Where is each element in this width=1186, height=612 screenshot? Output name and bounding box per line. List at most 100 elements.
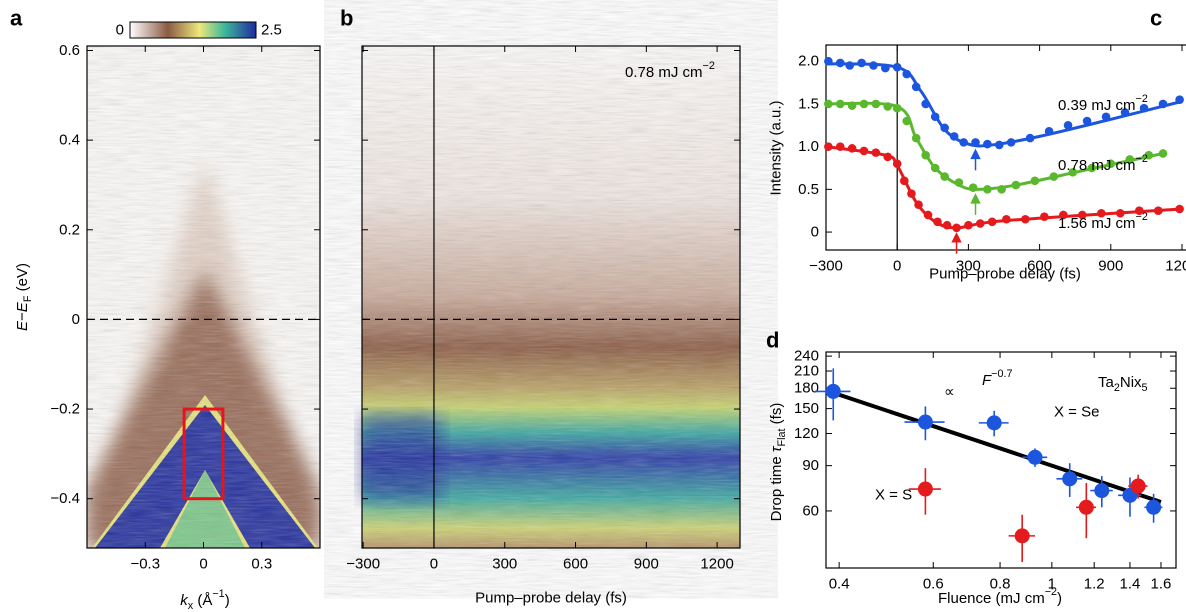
x-tick-label: 1200 [700, 556, 733, 573]
text-part: −2 [1045, 586, 1057, 598]
highlight-box [182, 407, 225, 501]
text-part: −2 [1136, 153, 1148, 165]
panel-label: a [10, 6, 23, 31]
colorbar-tick-label: 0 [116, 22, 124, 39]
x-axis-label: Fluence (mJ cm−2) [938, 586, 1062, 607]
y-axis-label: Drop time τFlat (fs) [768, 403, 789, 522]
x-tick-label: 1.4 [1120, 576, 1141, 593]
y-tick-label: 210 [794, 363, 819, 380]
x-axis-label: kx (Å−1) [180, 588, 229, 612]
fit-line [825, 101, 1164, 191]
y-tick-label: 180 [794, 380, 819, 397]
fluence-annotation: 0.78 mJ cm−2 [625, 60, 715, 81]
data-point [1146, 499, 1162, 515]
x-tick-label: 0 [430, 556, 438, 573]
text-part: Fluence (mJ cm [938, 590, 1045, 607]
x-axis-label: Pump–probe delay (fs) [475, 590, 627, 607]
text-part: x [188, 600, 194, 612]
y-tick-label: 0.5 [798, 181, 819, 198]
fit-line [825, 62, 1183, 148]
data-point [1078, 499, 1094, 515]
annotation: F−0.7 [982, 368, 1013, 389]
x-tick-label: 0.8 [990, 576, 1011, 593]
minimum-arrow [951, 232, 962, 254]
x-tick-label: 300 [956, 258, 981, 275]
x-tick-label: 1.6 [1151, 576, 1172, 593]
x-tick-label: 0 [199, 556, 207, 573]
y-tick-label: 0 [72, 311, 80, 328]
text-part: (fs) [768, 403, 785, 429]
data-point [825, 383, 841, 399]
heatmap-b-image [362, 46, 740, 548]
x-tick-label: −300 [809, 258, 843, 275]
y-tick-label: −0.2 [50, 401, 80, 418]
x-tick-label: −300 [346, 556, 380, 573]
text-part: 0.78 mJ cm [625, 64, 703, 81]
text-part: Nix [1120, 374, 1142, 391]
text-part: k [180, 592, 189, 609]
text-part: −2 [1136, 211, 1148, 223]
data-point [1094, 483, 1110, 499]
y-tick-label: 0.6 [59, 42, 80, 59]
text-part: (eV) [14, 263, 31, 296]
text-part: −2 [703, 60, 715, 72]
panel-label: b [340, 6, 353, 31]
plot-frame [825, 351, 1177, 569]
data-point [1014, 528, 1030, 544]
y-axis-label: E−EF (eV) [14, 263, 35, 331]
y-tick-label: 2.0 [798, 53, 819, 70]
x-tick-label: −0.3 [130, 556, 160, 573]
x-tick-label: 900 [1098, 258, 1123, 275]
text-part: ) [1057, 590, 1062, 607]
y-tick-label: 1.0 [798, 138, 819, 155]
text-part: E [14, 320, 31, 331]
text-part: τ [768, 445, 785, 452]
x-tick-label: 600 [1027, 258, 1052, 275]
y-axis-label: Intensity (a.u.) [768, 100, 785, 195]
y-tick-label: −0.4 [50, 490, 80, 507]
legend-label: 0.39 mJ cm−2 [1058, 93, 1148, 114]
annotation: X = Se [1054, 404, 1099, 421]
heatmap-a-image [87, 46, 320, 548]
text-part: 1.56 mJ cm [1058, 215, 1136, 232]
y-tick-label: 60 [802, 502, 819, 519]
data-point [1063, 120, 1073, 130]
text-part: F [22, 295, 34, 302]
data-point [1130, 478, 1146, 494]
y-tick-label: 0.4 [59, 132, 80, 149]
annotation: Ta2Nix5 [1098, 374, 1148, 395]
x-tick-label: 900 [634, 556, 659, 573]
text-part: F [982, 372, 992, 389]
text-part: 0.78 mJ cm [1058, 157, 1136, 174]
x-tick-label: 1 [1048, 576, 1056, 593]
data-point [917, 414, 933, 430]
fit-line [826, 388, 1162, 504]
data-point [1027, 449, 1043, 465]
y-tick-label: 0.2 [59, 221, 80, 238]
legend-label: 1.56 mJ cm−2 [1058, 211, 1148, 232]
text-part: −0.7 [991, 368, 1012, 380]
colorbar-tick-label: 2.5 [261, 22, 282, 39]
x-axis-label: Pump–probe delay (fs) [929, 266, 1081, 283]
x-tick-label: 1.2 [1084, 576, 1105, 593]
text-part: 2 [1114, 382, 1120, 394]
text-part: (Å [193, 592, 212, 609]
legend-label: 0.78 mJ cm−2 [1058, 153, 1148, 174]
fit-line [825, 145, 1183, 230]
annotation: X = S [875, 487, 912, 504]
text-part: Flat [776, 429, 788, 447]
minimum-arrow [970, 193, 981, 215]
text-part: ) [225, 592, 230, 609]
x-tick-label: 300 [492, 556, 517, 573]
y-tick-label: 0 [811, 224, 819, 241]
data-point [917, 481, 933, 497]
x-tick-label: 0.6 [923, 576, 944, 593]
text-part: 5 [1142, 382, 1148, 394]
text-part: −1 [212, 588, 224, 600]
y-tick-label: 240 [794, 348, 819, 365]
annotation: ∝ [944, 384, 955, 401]
colorbar [129, 21, 257, 39]
data-point [986, 415, 1002, 431]
